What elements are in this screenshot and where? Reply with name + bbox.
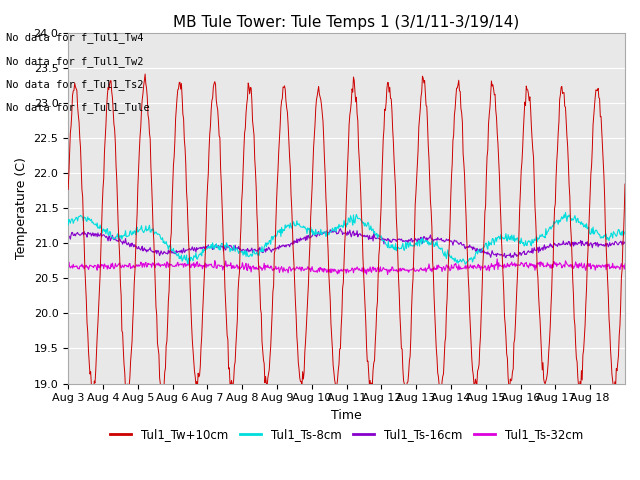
Text: No data for f_Tul1_Ts2: No data for f_Tul1_Ts2 [6,79,144,90]
X-axis label: Time: Time [332,409,362,422]
Text: No data for f_Tul1_Tw4: No data for f_Tul1_Tw4 [6,33,144,44]
Title: MB Tule Tower: Tule Temps 1 (3/1/11-3/19/14): MB Tule Tower: Tule Temps 1 (3/1/11-3/19… [173,15,520,30]
Legend: Tul1_Tw+10cm, Tul1_Ts-8cm, Tul1_Ts-16cm, Tul1_Ts-32cm: Tul1_Tw+10cm, Tul1_Ts-8cm, Tul1_Ts-16cm,… [106,424,588,446]
Text: No data for f_Tul1_Tw2: No data for f_Tul1_Tw2 [6,56,144,67]
Text: No data for f_Tul1_Tule: No data for f_Tul1_Tule [6,102,150,113]
Y-axis label: Temperature (C): Temperature (C) [15,157,28,259]
